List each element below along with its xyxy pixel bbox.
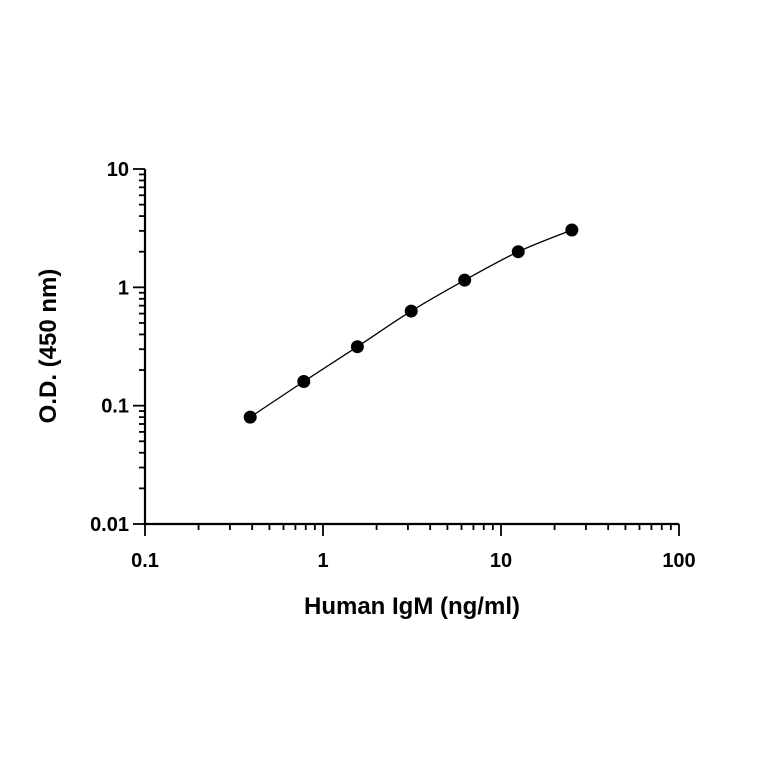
data-point (565, 223, 579, 237)
x-tick-label: 1 (317, 550, 328, 572)
axes (143, 169, 679, 526)
y-tick-label: 1 (118, 277, 129, 299)
y-tick-label: 10 (107, 159, 129, 181)
data-point (350, 340, 364, 354)
data-points (243, 223, 579, 424)
y-tick-labels: 0.01 0.1 1 10 (90, 159, 129, 536)
data-point (511, 245, 525, 259)
x-tick-label: 0.1 (131, 550, 159, 572)
x-tick-label: 10 (490, 550, 512, 572)
y-ticks (133, 168, 145, 525)
data-point (297, 375, 311, 389)
fit-curve (249, 229, 573, 418)
data-point (458, 273, 472, 287)
y-tick-label: 0.01 (90, 514, 129, 536)
data-point (404, 304, 418, 318)
y-axis-title: O.D. (450 nm) (35, 269, 62, 424)
x-ticks (144, 524, 680, 536)
data-point (243, 410, 257, 424)
x-tick-label: 100 (662, 550, 695, 572)
y-tick-label: 0.1 (101, 396, 129, 418)
x-tick-labels: 0.1 1 10 100 (131, 550, 696, 572)
x-axis-title: Human IgM (ng/ml) (304, 593, 520, 620)
